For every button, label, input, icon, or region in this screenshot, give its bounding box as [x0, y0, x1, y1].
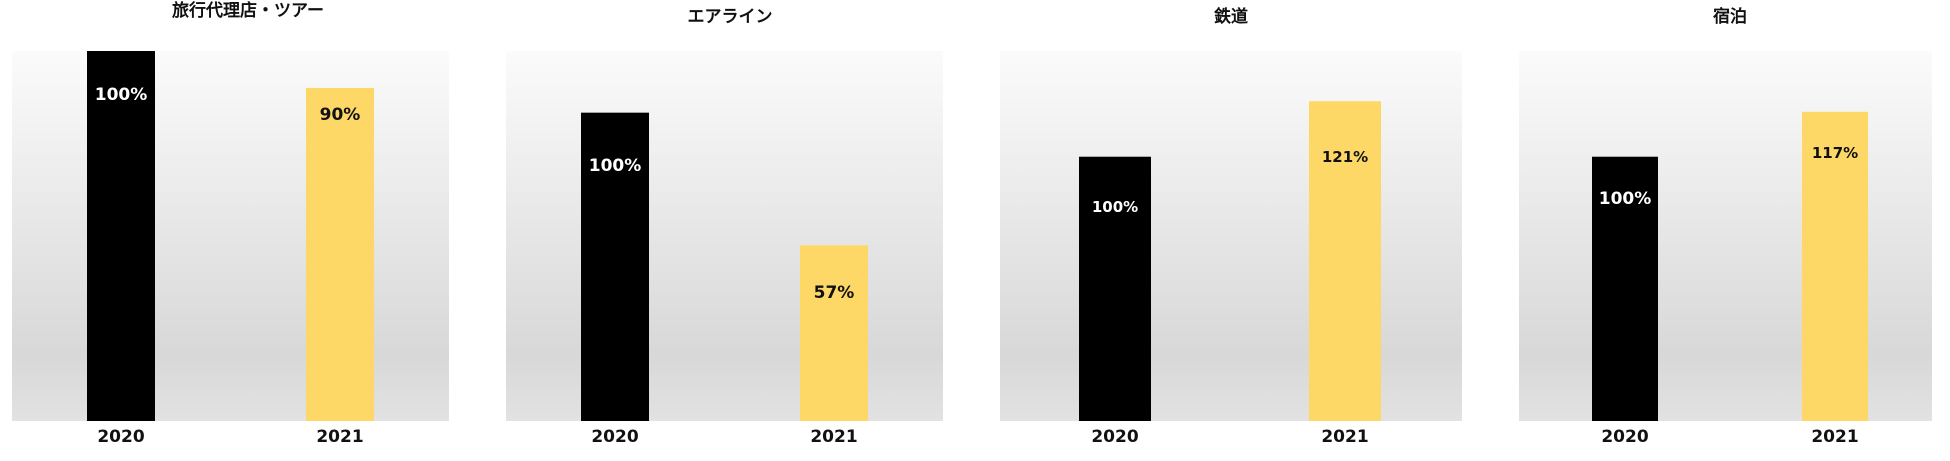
plot-area-4 [1519, 51, 1932, 421]
chart-title-4: 宿泊 [1713, 6, 1747, 27]
bar-3-2021 [1309, 101, 1381, 421]
bar-2-2021 [800, 245, 868, 421]
plot-area-2 [506, 51, 943, 421]
data-label-1-2021: 90% [320, 105, 361, 125]
x-tick-label-2-2021: 2021 [810, 427, 857, 447]
data-label-2-2020: 100% [589, 156, 642, 176]
x-tick-label-2-2020: 2020 [591, 427, 638, 447]
bar-1-2021 [306, 88, 374, 421]
data-label-2-2021: 57% [814, 283, 855, 303]
chart-title-3: 鉄道 [1214, 6, 1248, 27]
data-label-1-2020: 100% [95, 85, 148, 105]
chart-title-1: 旅行代理店・ツアー [172, 0, 324, 21]
x-tick-label-1-2020: 2020 [97, 427, 144, 447]
bar-1-2020 [87, 51, 155, 421]
x-tick-label-3-2020: 2020 [1091, 427, 1138, 447]
chart-title-2: エアライン [688, 7, 773, 27]
plot-area-3 [1000, 51, 1462, 421]
data-label-4-2020: 100% [1599, 189, 1652, 209]
data-label-3-2020: 100% [1092, 198, 1138, 216]
x-tick-label-3-2021: 2021 [1321, 427, 1368, 447]
x-tick-label-4-2021: 2021 [1811, 427, 1858, 447]
plot-area-1 [12, 51, 449, 421]
data-label-4-2021: 117% [1812, 144, 1858, 162]
bar-2-2020 [581, 112, 649, 422]
data-label-3-2021: 121% [1322, 148, 1368, 166]
bar-4-2021 [1802, 111, 1868, 422]
x-tick-label-1-2021: 2021 [316, 427, 363, 447]
bar-3-2020 [1079, 156, 1151, 421]
bar-4-2020 [1592, 156, 1658, 421]
x-tick-label-4-2020: 2020 [1601, 427, 1648, 447]
